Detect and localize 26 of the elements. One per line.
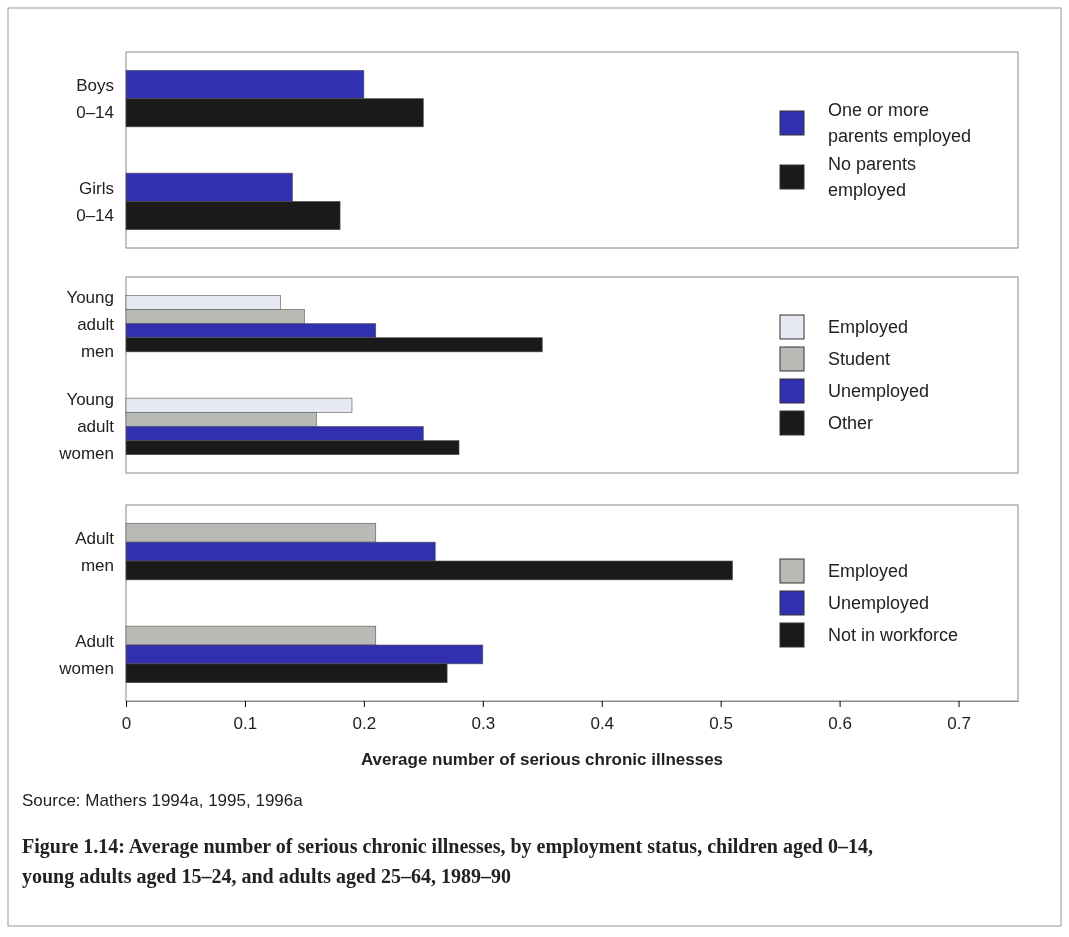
legend-label: Unemployed (828, 381, 930, 401)
y-tick-label: Adult women (58, 631, 115, 678)
y-tick-label: Girls 0–14 (76, 178, 114, 225)
legend-label: No parents employed (828, 154, 917, 200)
y-tick-label: Young adult women (58, 390, 115, 464)
source-note: Source: Mathers 1994a, 1995, 1996a (22, 791, 304, 810)
x-tick-label: 0 (121, 713, 132, 733)
x-tick-label: 0.1 (233, 713, 258, 733)
legend-label: Other (828, 413, 874, 433)
y-tick-label: Adult men (75, 529, 115, 576)
y-tick-label: Boys 0–14 (76, 76, 114, 123)
legend-label: Student (828, 349, 891, 369)
text: Figure 1.14: Average number of serious chronic illnesses, by employment status, children aged 0–14, young adults aged 15–24, and adults aged 25–64, 1989–90 (22, 834, 874, 890)
y-tick-label: Young adult men (66, 287, 115, 361)
x-tick-label: 0.5 (709, 713, 733, 733)
legend-label: Employed (828, 561, 909, 581)
legend-label: One or more parents employed (828, 100, 972, 146)
legend-label: Employed (828, 317, 909, 337)
x-tick-label: 0.2 (352, 713, 377, 733)
x-tick-label: 0.6 (828, 713, 852, 733)
x-tick-label: 0.7 (947, 713, 971, 733)
legend-label: Unemployed (828, 593, 930, 613)
legend-label: Not in workforce (828, 625, 959, 645)
x-axis-title: Average number of serious chronic illnesses (360, 750, 724, 769)
x-tick-label: 0.4 (590, 713, 615, 733)
x-tick-label: 0.3 (471, 713, 496, 733)
